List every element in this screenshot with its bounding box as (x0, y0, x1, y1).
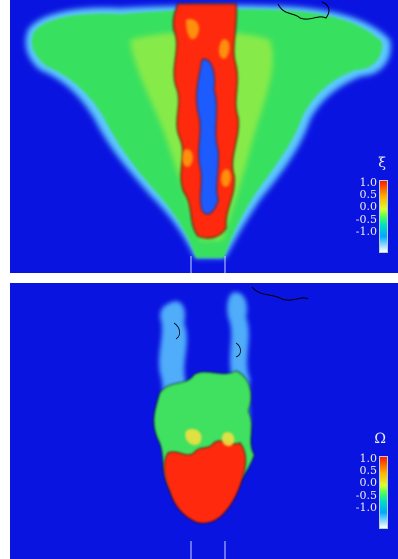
colorbar-tick: 0.0 (359, 200, 378, 214)
omega-field (10, 283, 398, 559)
colorbar-xi: ξ 1.0 0.5 0.0 -0.5 -1.0 (352, 155, 392, 255)
colorbar-omega: Ω 1.0 0.5 0.0 -0.5 -1.0 (352, 431, 392, 531)
colorbar-tick: 0.5 (359, 188, 378, 202)
colorbar-ticks: 1.0 0.5 0.0 -0.5 -1.0 (355, 176, 378, 238)
colorbar-tick: -1.0 (355, 500, 377, 514)
mixture-fraction-panel: ξ 1.0 0.5 0.0 -0.5 -1.0 (10, 0, 398, 273)
colorbar-tick: 1.0 (359, 452, 378, 465)
colorbar-ticks: 1.0 0.5 0.0 -0.5 -1.0 (355, 452, 378, 514)
colorbar-symbol: ξ (378, 155, 386, 171)
colorbar-tick: 0.5 (359, 464, 378, 478)
omega-panel: Ω 1.0 0.5 0.0 -0.5 -1.0 (10, 283, 398, 559)
colorbar-symbol: Ω (374, 431, 386, 447)
colorbar-tick: -1.0 (355, 224, 377, 238)
colorbar-tick: 1.0 (359, 176, 378, 189)
colorbar-ramp (379, 180, 388, 253)
colorbar-tick: 0.0 (359, 476, 378, 490)
colorbar-tick: -0.5 (355, 488, 377, 502)
colorbar-tick: -0.5 (355, 212, 377, 226)
colorbar-ramp (379, 456, 388, 529)
mixture-fraction-field (10, 0, 398, 273)
